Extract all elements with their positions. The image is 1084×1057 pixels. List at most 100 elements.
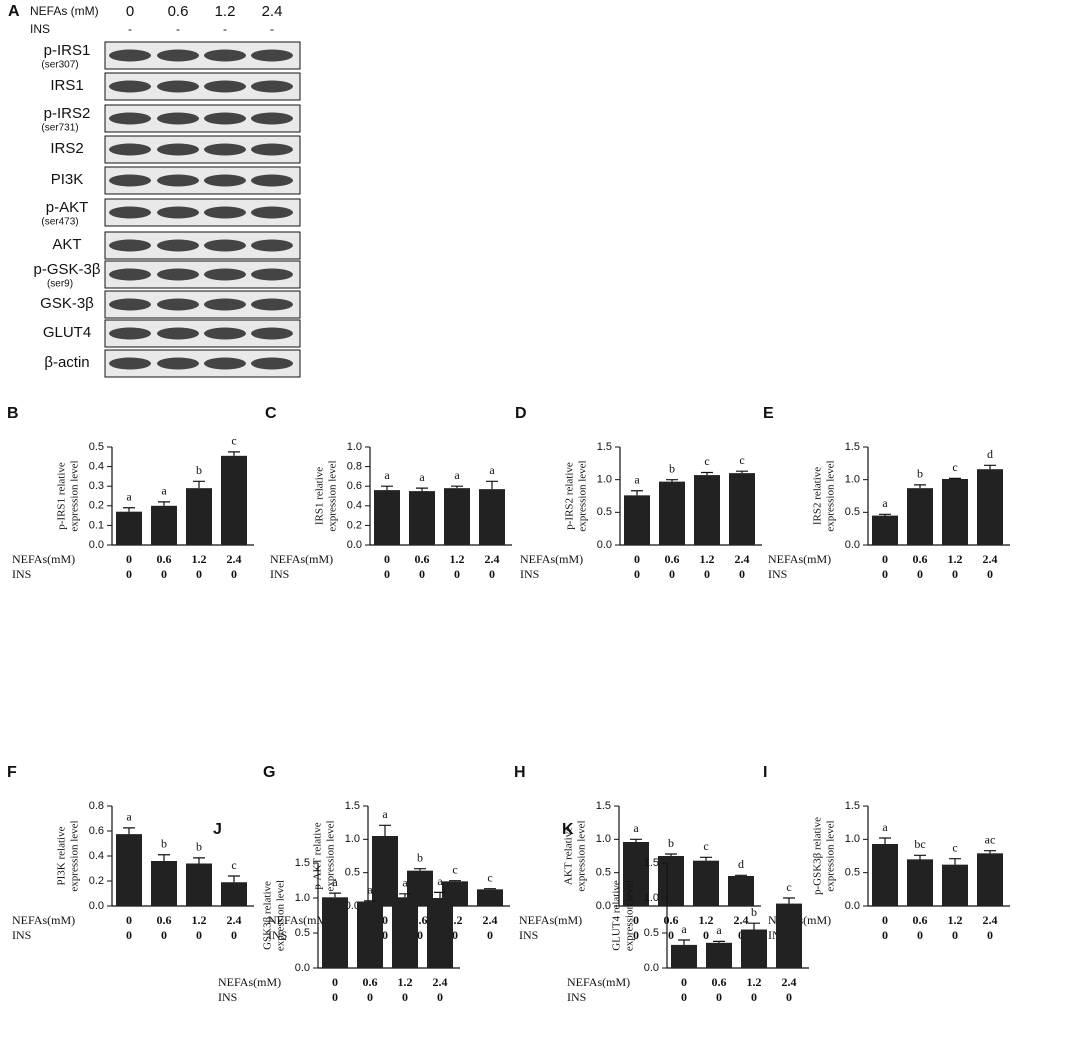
blot-band — [157, 298, 199, 311]
error-bar — [666, 479, 678, 482]
x-tick-label: 2.4 — [983, 913, 998, 927]
blot-band — [109, 298, 151, 311]
y-axis-label: expression level — [69, 820, 81, 891]
significance-letter: c — [739, 453, 744, 467]
y-tick-label: 1.5 — [295, 857, 310, 869]
row-header: INS — [270, 567, 289, 581]
bar — [357, 901, 383, 968]
blot-band — [157, 174, 199, 187]
significance-letter: a — [882, 820, 888, 834]
blot-band — [157, 112, 199, 125]
ins-label: 0 — [987, 567, 993, 581]
ins-label: 0 — [882, 928, 888, 942]
error-bar — [193, 480, 205, 489]
y-tick-label: 0.6 — [89, 825, 104, 837]
x-tick-label: 0 — [681, 975, 687, 989]
row-header: INS — [520, 567, 539, 581]
error-bar — [879, 513, 891, 516]
blot-band — [251, 268, 293, 281]
bar — [372, 836, 398, 906]
y-tick-label: 0.0 — [596, 900, 611, 912]
x-tick-label: 0.6 — [712, 975, 727, 989]
bar — [658, 856, 684, 906]
y-tick-label: 1.0 — [644, 892, 659, 904]
blot-band — [204, 239, 246, 252]
y-tick-label: 1.5 — [644, 857, 659, 869]
y-tick-label: 0.5 — [345, 867, 360, 879]
y-axis-label: p-IRS1 relative — [56, 462, 68, 530]
significance-letter: c — [952, 840, 957, 854]
y-axis-label: p-GSK3β relative — [812, 817, 824, 895]
y-axis-label: AKT relative — [563, 827, 575, 885]
y-tick-label: 0.0 — [345, 900, 360, 912]
significance-letter: d — [987, 447, 993, 461]
row-header: NEFAs(mM) — [519, 913, 582, 927]
error-bar — [630, 838, 642, 842]
row-header: NEFAs(mM) — [768, 552, 831, 566]
significance-letter: a — [634, 473, 640, 487]
y-tick-label: 0.2 — [89, 875, 104, 887]
x-tick-label: 0 — [634, 552, 640, 566]
row-header: NEFAs(mM) — [567, 975, 630, 989]
row-header: NEFAs (mM) — [30, 4, 99, 18]
y-tick-label: 0.8 — [347, 461, 362, 473]
ins-label: 0 — [332, 990, 338, 1004]
significance-letter: a — [882, 496, 888, 510]
ins-label: 0 — [633, 928, 639, 942]
ins-label: 0 — [437, 990, 443, 1004]
bar — [694, 475, 720, 545]
ins-label: 0 — [716, 990, 722, 1004]
bar — [977, 469, 1003, 545]
bar — [776, 903, 802, 968]
x-tick-label: 0 — [126, 913, 132, 927]
significance-letter: c — [487, 870, 492, 884]
y-tick-label: 0.6 — [347, 480, 362, 492]
significance-letter: b — [417, 850, 423, 864]
ins-label: 0 — [882, 567, 888, 581]
error-bar — [735, 874, 747, 876]
lane-label: 1.2 — [215, 3, 236, 20]
y-tick-label: 0.0 — [644, 962, 659, 974]
significance-letter: c — [703, 839, 708, 853]
y-tick-label: 1.5 — [845, 800, 860, 812]
panel-label: K — [562, 821, 574, 838]
blot-band — [204, 206, 246, 219]
y-axis-label: expression level — [825, 820, 837, 891]
y-axis-label: expression level — [577, 460, 589, 531]
row-header: INS — [218, 990, 237, 1004]
blot-band — [157, 143, 199, 156]
error-bar — [414, 868, 426, 871]
x-tick-label: 0 — [126, 552, 132, 566]
bar — [942, 479, 968, 545]
y-tick-label: 0.2 — [347, 519, 362, 531]
y-axis-label: GLUT4 relative — [611, 880, 623, 951]
ins-label: 0 — [751, 990, 757, 1004]
row-header: NEFAs(mM) — [270, 552, 333, 566]
x-tick-label: 1.2 — [192, 913, 207, 927]
bar — [907, 859, 933, 906]
blot-band — [204, 327, 246, 340]
bar — [872, 844, 898, 906]
ins-label: 0 — [952, 928, 958, 942]
error-bar — [700, 856, 712, 861]
y-axis-label: p-AKT relative — [312, 822, 324, 889]
lane-label: - — [128, 22, 132, 36]
y-axis-label: p-IRS2 relative — [564, 462, 576, 530]
row-header: INS — [519, 928, 538, 942]
blot-label: p-AKT — [46, 199, 89, 216]
bar — [907, 488, 933, 545]
x-tick-label: 2.4 — [735, 552, 750, 566]
blot-band — [251, 143, 293, 156]
lane-label: 2.4 — [262, 3, 283, 20]
bar — [186, 488, 212, 545]
blot-band — [251, 206, 293, 219]
significance-letter: a — [382, 807, 388, 821]
panel-label: A — [8, 3, 20, 20]
y-tick-label: 0.2 — [89, 500, 104, 512]
significance-letter: b — [668, 836, 674, 850]
x-tick-label: 1.2 — [747, 975, 762, 989]
x-tick-label: 1.2 — [450, 552, 465, 566]
error-bar — [193, 857, 205, 864]
error-bar — [434, 891, 446, 898]
